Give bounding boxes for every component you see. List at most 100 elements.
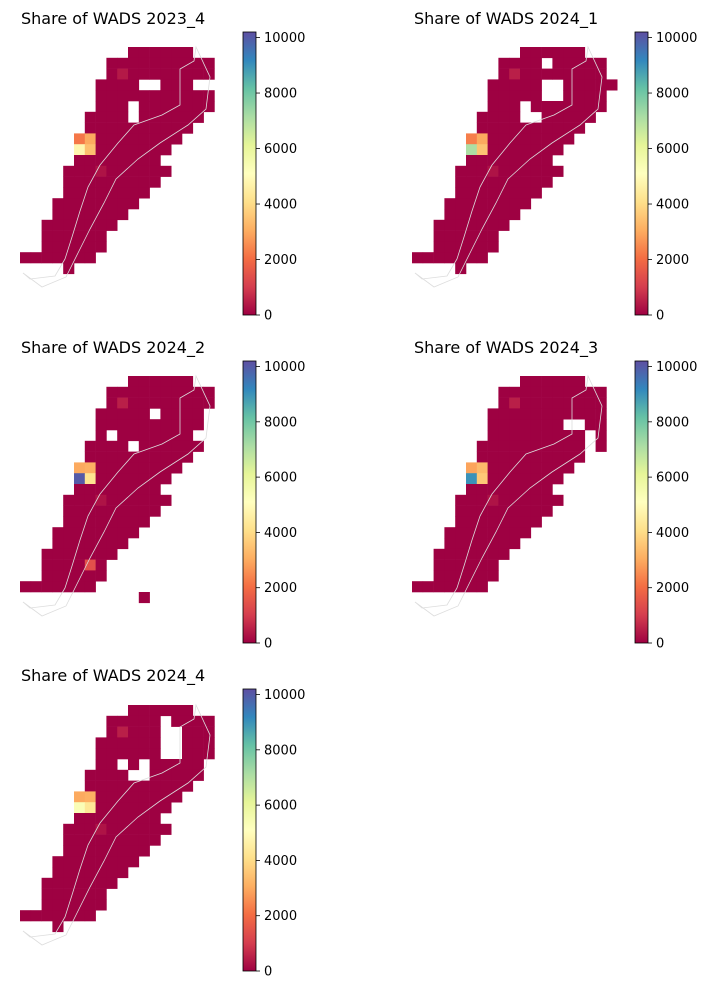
- heatmap-cell: [509, 538, 521, 550]
- heatmap-cell: [138, 155, 150, 167]
- heatmap-cell: [117, 451, 129, 463]
- heatmap-cell: [84, 462, 96, 474]
- heatmap-cell: [509, 57, 521, 69]
- heatmap-cell: [160, 451, 172, 463]
- heatmap-cell: [203, 101, 215, 113]
- heatmap-cell: [63, 856, 75, 868]
- heatmap-cell: [182, 101, 194, 113]
- heatmap-cell: [128, 726, 140, 738]
- heatmap-cell: [106, 737, 118, 749]
- heatmap-cell: [41, 910, 53, 922]
- heatmap-cell: [74, 230, 86, 242]
- heatmap-cell: [74, 176, 86, 188]
- heatmap-cell: [171, 715, 183, 727]
- heatmap-cell: [509, 209, 521, 221]
- heatmap-cell: [498, 419, 510, 431]
- heatmap-cell: [128, 376, 140, 388]
- heatmap-cell: [444, 241, 456, 253]
- heatmap-cell: [138, 473, 150, 485]
- heatmap-cell: [138, 845, 150, 857]
- heatmap-cell: [106, 397, 118, 409]
- heatmap-cell: [84, 845, 96, 857]
- heatmap-cell: [138, 101, 150, 113]
- heatmap-cell: [128, 516, 140, 528]
- heatmap-cell: [95, 408, 107, 420]
- colorbar-tick-label: 10000: [264, 360, 305, 375]
- panel-3: Share of WADS 2024_3 0 2000 4000 6000 8000 10…: [412, 338, 697, 652]
- heatmap-cell: [498, 111, 510, 123]
- heatmap-cell: [182, 737, 194, 749]
- heatmap-cell: [509, 122, 521, 134]
- heatmap-cell: [95, 559, 107, 571]
- heatmap-cell: [52, 899, 64, 911]
- heatmap-cell: [509, 419, 521, 431]
- heatmap-cell: [563, 57, 575, 69]
- heatmap-cell: [541, 155, 553, 167]
- heatmap-cell: [520, 79, 532, 91]
- heatmap-cell: [444, 219, 456, 231]
- heatmap-cell: [192, 408, 204, 420]
- heatmap-cell: [466, 548, 478, 560]
- heatmap-cell: [117, 834, 129, 846]
- heatmap-cell: [106, 715, 118, 727]
- heatmap-cell: [584, 101, 596, 113]
- heatmap-cell: [106, 451, 118, 463]
- heatmap-cell: [128, 57, 140, 69]
- heatmap-cell: [182, 90, 194, 102]
- heatmap-cell: [520, 386, 532, 398]
- heatmap-cell: [138, 397, 150, 409]
- colorbar-gradient: [634, 360, 649, 644]
- heatmap-cell: [476, 570, 488, 582]
- heatmap-cell: [203, 57, 215, 69]
- colorbar-gradient: [242, 688, 257, 972]
- heatmap-cell: [149, 133, 161, 145]
- heatmap-cell: [182, 79, 194, 91]
- heatmap-cell: [466, 538, 478, 550]
- heatmap-cell: [106, 791, 118, 803]
- heatmap-cell: [595, 90, 607, 102]
- heatmap-cell: [52, 527, 64, 539]
- heatmap-cell: [84, 769, 96, 781]
- heatmap-cell: [63, 581, 75, 593]
- heatmap-cell: [128, 845, 140, 857]
- heatmap-cell: [530, 122, 542, 134]
- heatmap-cell: [541, 451, 553, 463]
- heatmap-cell: [95, 538, 107, 550]
- heatmap-cell: [509, 90, 521, 102]
- heatmap-cell: [95, 737, 107, 749]
- heatmap-cell: [95, 90, 107, 102]
- heatmap-cell: [171, 705, 183, 717]
- heatmap-cell: [52, 856, 64, 868]
- heatmap-cell: [455, 494, 467, 506]
- heatmap-cell: [74, 877, 86, 889]
- heatmap-cell: [509, 440, 521, 452]
- heatmap-cell: [498, 451, 510, 463]
- panel-title: Share of WADS 2024_1: [414, 9, 598, 29]
- heatmap-cell: [117, 408, 129, 420]
- heatmap-cell: [552, 397, 564, 409]
- heatmap-cell: [128, 419, 140, 431]
- heatmap-cell: [138, 505, 150, 517]
- heatmap-cell: [41, 570, 53, 582]
- heatmap-cell: [106, 813, 118, 825]
- heatmap-cell: [487, 494, 499, 506]
- heatmap-cell: [117, 430, 129, 442]
- heatmap-cell: [106, 144, 118, 156]
- heatmap-cell: [466, 559, 478, 571]
- heatmap-cell: [95, 462, 107, 474]
- heatmap-cell: [84, 111, 96, 123]
- heatmap-cell: [444, 538, 456, 550]
- heatmap-cell: [520, 198, 532, 210]
- colorbar-gradient: [634, 31, 649, 316]
- heatmap-cell: [476, 198, 488, 210]
- heatmap-cell: [541, 462, 553, 474]
- heatmap-cell: [84, 155, 96, 167]
- heatmap-cell: [498, 79, 510, 91]
- heatmap-cell: [455, 581, 467, 593]
- heatmap-cell: [95, 527, 107, 539]
- panel-4: Share of WADS 2024_4 0 2000 4000 6000 8000 10…: [20, 666, 305, 980]
- heatmap-cell: [182, 68, 194, 80]
- heatmap-cell: [476, 538, 488, 550]
- heatmap-cell: [128, 462, 140, 474]
- heatmap-cell: [444, 570, 456, 582]
